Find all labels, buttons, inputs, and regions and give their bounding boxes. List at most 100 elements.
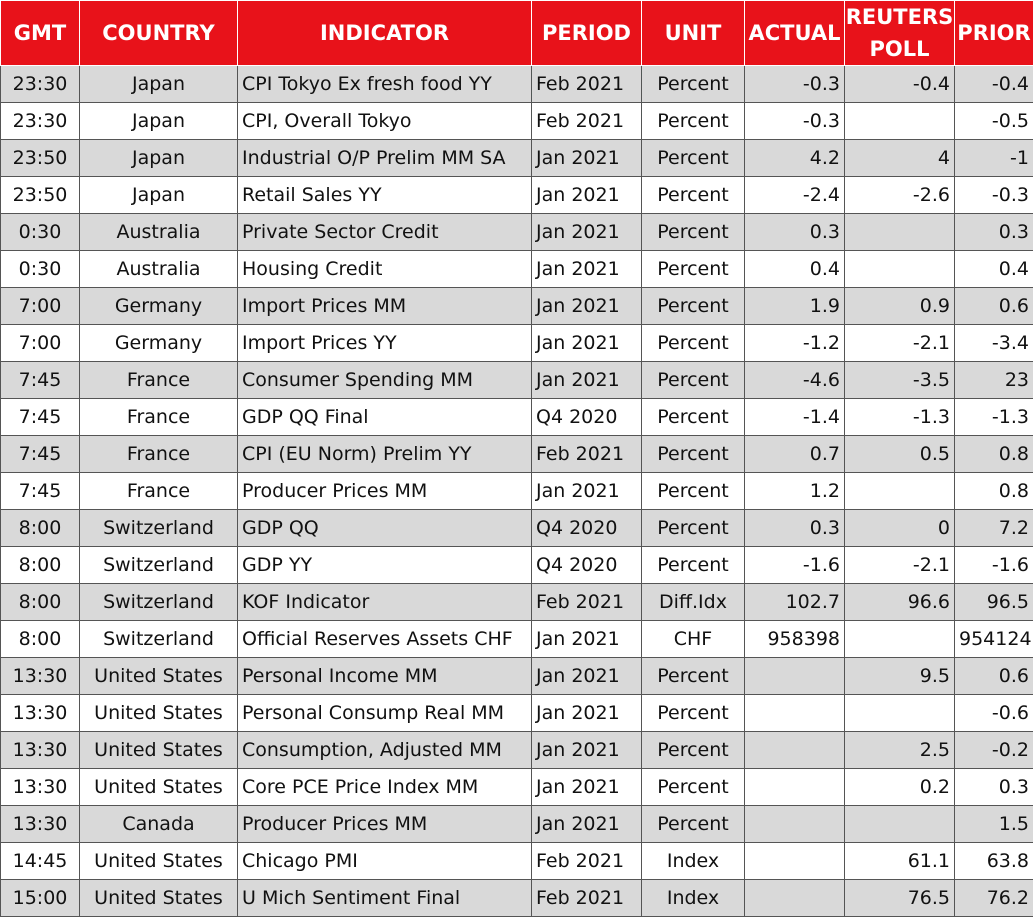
cell-gmt: 7:45 xyxy=(1,399,80,436)
cell-period: Jan 2021 xyxy=(532,806,642,843)
cell-gmt: 7:45 xyxy=(1,473,80,510)
header-row: GMT COUNTRY INDICATOR PERIOD UNIT ACTUAL… xyxy=(1,1,1033,66)
cell-prior: -0.2 xyxy=(955,732,1033,769)
cell-indicator: KOF Indicator xyxy=(238,584,532,621)
cell-actual: -1.2 xyxy=(745,325,845,362)
cell-prior: 7.2 xyxy=(955,510,1033,547)
cell-indicator: GDP YY xyxy=(238,547,532,584)
cell-prior: 0.6 xyxy=(955,658,1033,695)
cell-prior: 0.6 xyxy=(955,288,1033,325)
cell-actual xyxy=(745,658,845,695)
cell-actual: 4.2 xyxy=(745,140,845,177)
cell-unit: Percent xyxy=(642,510,745,547)
cell-prior: 0.4 xyxy=(955,251,1033,288)
cell-gmt: 7:00 xyxy=(1,325,80,362)
cell-country: Japan xyxy=(80,177,238,214)
cell-gmt: 7:45 xyxy=(1,362,80,399)
cell-period: Q4 2020 xyxy=(532,547,642,584)
cell-country: France xyxy=(80,399,238,436)
cell-country: United States xyxy=(80,732,238,769)
cell-gmt: 23:50 xyxy=(1,140,80,177)
cell-prior: 0.8 xyxy=(955,436,1033,473)
cell-prior: 63.8 xyxy=(955,843,1033,880)
header-reuters-poll: REUTERS POLL xyxy=(845,1,955,66)
cell-actual xyxy=(745,880,845,917)
cell-reuters-poll: -2.6 xyxy=(845,177,955,214)
cell-period: Feb 2021 xyxy=(532,843,642,880)
cell-reuters-poll xyxy=(845,473,955,510)
header-reuters-poll-line1: REUTERS xyxy=(846,5,954,29)
cell-indicator: CPI Tokyo Ex fresh food YY xyxy=(238,66,532,103)
cell-actual xyxy=(745,695,845,732)
cell-country: Germany xyxy=(80,325,238,362)
cell-unit: Percent xyxy=(642,177,745,214)
cell-period: Jan 2021 xyxy=(532,325,642,362)
cell-indicator: GDP QQ xyxy=(238,510,532,547)
cell-country: Switzerland xyxy=(80,510,238,547)
cell-unit: Percent xyxy=(642,547,745,584)
cell-period: Jan 2021 xyxy=(532,288,642,325)
cell-period: Feb 2021 xyxy=(532,66,642,103)
cell-actual: 0.3 xyxy=(745,214,845,251)
cell-prior: -0.5 xyxy=(955,103,1033,140)
header-indicator: INDICATOR xyxy=(238,1,532,66)
cell-indicator: Import Prices MM xyxy=(238,288,532,325)
cell-gmt: 7:00 xyxy=(1,288,80,325)
cell-reuters-poll: 2.5 xyxy=(845,732,955,769)
cell-reuters-poll: 0.5 xyxy=(845,436,955,473)
header-period: PERIOD xyxy=(532,1,642,66)
cell-country: United States xyxy=(80,695,238,732)
cell-prior: 76.2 xyxy=(955,880,1033,917)
cell-period: Jan 2021 xyxy=(532,362,642,399)
cell-country: Australia xyxy=(80,214,238,251)
cell-prior: -1.3 xyxy=(955,399,1033,436)
cell-gmt: 13:30 xyxy=(1,806,80,843)
cell-reuters-poll: -1.3 xyxy=(845,399,955,436)
cell-reuters-poll xyxy=(845,695,955,732)
cell-unit: Percent xyxy=(642,325,745,362)
cell-gmt: 14:45 xyxy=(1,843,80,880)
cell-actual: -1.4 xyxy=(745,399,845,436)
cell-period: Q4 2020 xyxy=(532,510,642,547)
cell-actual: 0.4 xyxy=(745,251,845,288)
cell-period: Feb 2021 xyxy=(532,103,642,140)
header-gmt: GMT xyxy=(1,1,80,66)
cell-prior: 0.3 xyxy=(955,769,1033,806)
cell-country: Canada xyxy=(80,806,238,843)
cell-gmt: 8:00 xyxy=(1,547,80,584)
cell-indicator: Private Sector Credit xyxy=(238,214,532,251)
cell-unit: Percent xyxy=(642,251,745,288)
cell-period: Jan 2021 xyxy=(532,695,642,732)
cell-period: Jan 2021 xyxy=(532,177,642,214)
cell-country: Japan xyxy=(80,103,238,140)
cell-prior: -1.6 xyxy=(955,547,1033,584)
cell-actual: 1.9 xyxy=(745,288,845,325)
cell-unit: Percent xyxy=(642,473,745,510)
cell-period: Jan 2021 xyxy=(532,473,642,510)
cell-unit: Percent xyxy=(642,140,745,177)
cell-unit: Percent xyxy=(642,362,745,399)
cell-country: United States xyxy=(80,843,238,880)
cell-actual: 958398 xyxy=(745,621,845,658)
cell-actual: -2.4 xyxy=(745,177,845,214)
cell-reuters-poll: -3.5 xyxy=(845,362,955,399)
table-header: GMT COUNTRY INDICATOR PERIOD UNIT ACTUAL… xyxy=(1,1,1033,66)
cell-unit: CHF xyxy=(642,621,745,658)
header-reuters-poll-line2: POLL xyxy=(869,37,929,61)
cell-reuters-poll: 96.6 xyxy=(845,584,955,621)
cell-country: United States xyxy=(80,880,238,917)
cell-indicator: Consumer Spending MM xyxy=(238,362,532,399)
